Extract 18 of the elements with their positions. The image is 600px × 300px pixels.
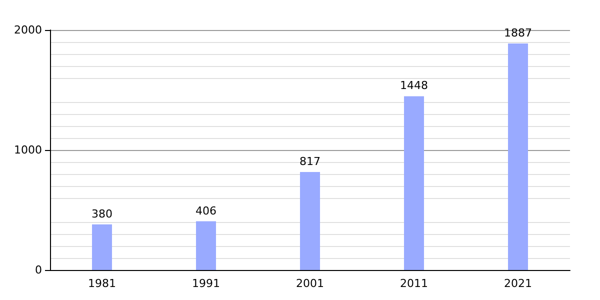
data-label: 1448 [400,79,428,92]
data-label: 406 [196,204,216,218]
x-tick-label: 2021 [504,277,532,290]
x-tick-label: 2011 [400,277,428,290]
x-tick-label: 1991 [192,277,220,290]
data-label: 1887 [504,26,532,40]
bar [300,172,320,270]
bar [404,96,424,270]
bar [92,224,112,270]
x-tick-label: 1981 [88,277,116,290]
bar [196,221,216,270]
x-tick-label: 2001 [296,277,324,290]
y-tick-label: 2000 [14,24,42,36]
y-tick-label: 0 [35,264,42,276]
y-tick-label: 1000 [14,144,42,156]
data-label: 817 [300,154,320,168]
data-label: 380 [92,207,112,220]
bar [508,44,528,270]
